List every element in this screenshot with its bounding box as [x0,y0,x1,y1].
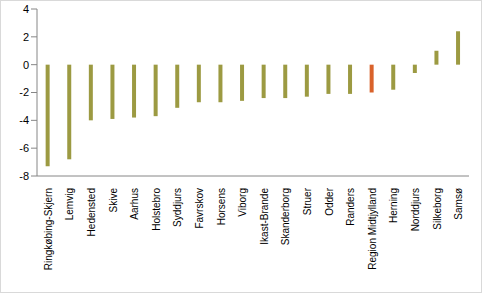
svg-text:Hedensted: Hedensted [86,188,97,236]
svg-text:Favrskov: Favrskov [194,188,205,229]
svg-text:Struer: Struer [302,187,313,215]
svg-text:Silkeborg: Silkeborg [432,188,443,230]
svg-text:Norddjurs: Norddjurs [410,188,421,231]
svg-text:-8: -8 [19,170,29,182]
svg-text:Horsens: Horsens [216,188,227,225]
svg-text:2: 2 [23,31,29,43]
svg-text:Skive: Skive [108,188,119,213]
svg-text:-6: -6 [19,142,29,154]
svg-text:-4: -4 [19,114,29,126]
svg-text:Herning: Herning [388,188,399,223]
svg-text:Ringkøbing-Skjern: Ringkøbing-Skjern [43,188,54,270]
svg-text:0: 0 [23,59,29,71]
svg-text:Odder: Odder [324,187,335,215]
svg-text:Skanderborg: Skanderborg [280,188,291,245]
svg-text:Aarhus: Aarhus [129,188,140,220]
svg-text:Syddjurs: Syddjurs [172,188,183,227]
svg-text:-2: -2 [19,86,29,98]
svg-text:Randers: Randers [345,188,356,226]
svg-text:Holstebro: Holstebro [151,188,162,231]
svg-text:Samsø: Samsø [453,188,464,220]
svg-text:Lemvig: Lemvig [64,188,75,220]
svg-text:Ikast-Brande: Ikast-Brande [259,188,270,245]
svg-text:4: 4 [23,3,29,15]
svg-text:Region Midtjylland: Region Midtjylland [367,188,378,270]
svg-text:Viborg: Viborg [237,188,248,217]
